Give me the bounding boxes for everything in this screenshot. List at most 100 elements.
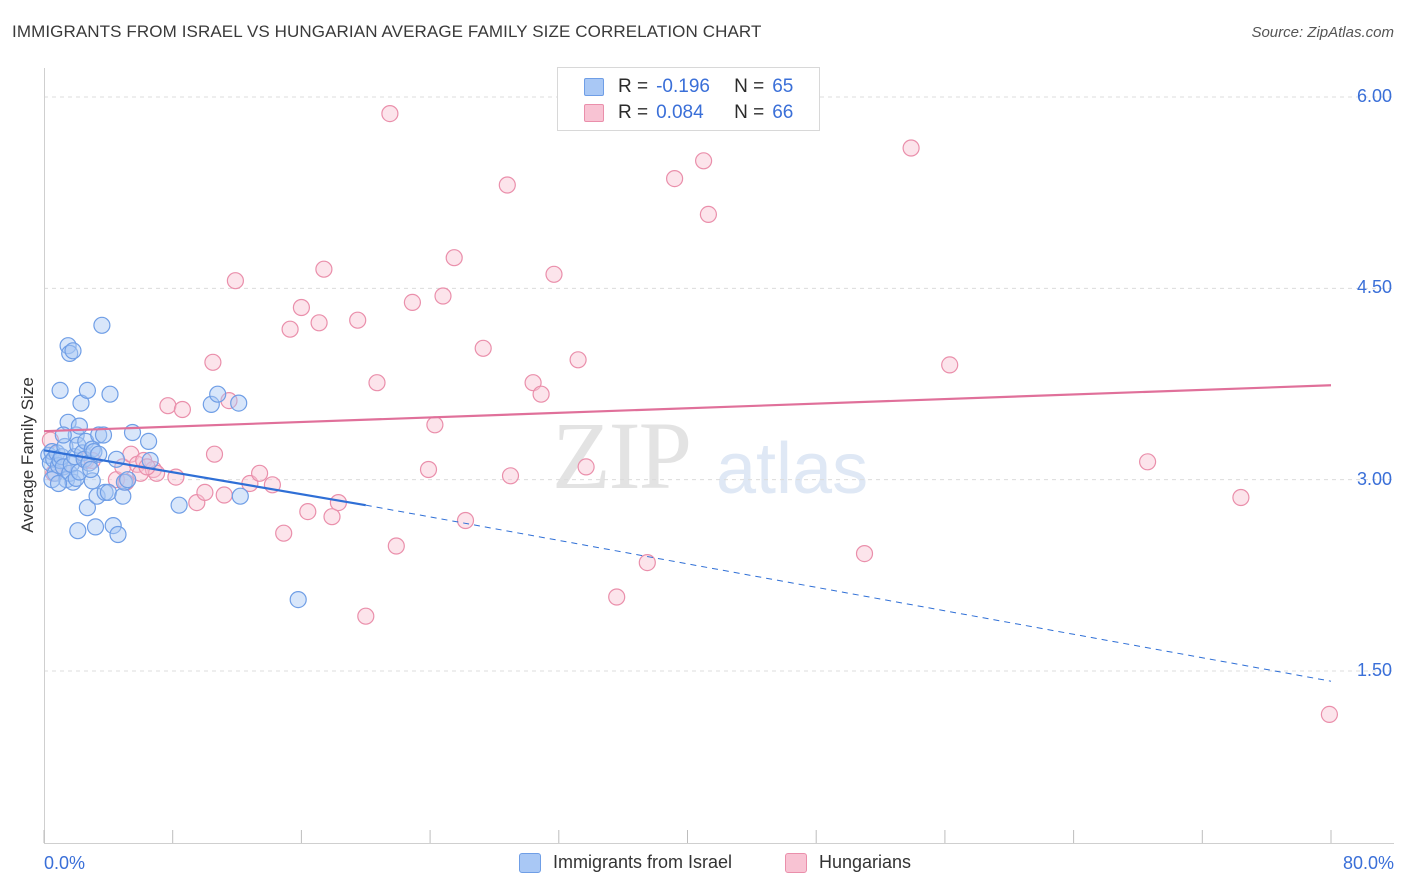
trend-line-hungarians — [43, 384, 1332, 433]
point-hungarians — [196, 483, 214, 501]
legend-row-hungarians: R = 0.084 N = 66 — [584, 101, 793, 125]
point-hungarians — [1320, 705, 1339, 724]
y-axis-label: Average Family Size — [18, 377, 37, 533]
x-tick-label-max: 80.0% — [1342, 853, 1394, 873]
point-hungarians — [569, 351, 587, 369]
y-tick-label: 1.50 — [1356, 660, 1392, 680]
point-israel — [70, 417, 89, 435]
point-hungarians — [1232, 488, 1250, 507]
x-tick-label-min: 0.0% — [44, 853, 86, 873]
legend-r-label: R = — [618, 102, 649, 123]
point-israel — [119, 471, 137, 489]
point-israel — [78, 381, 97, 399]
legend-swatch-israel — [584, 78, 604, 96]
axes — [43, 68, 1394, 844]
point-hungarians — [357, 607, 375, 625]
point-hungarians — [498, 176, 516, 194]
point-hungarians — [215, 486, 233, 504]
bottom-legend-label-hungarians: Hungarians — [819, 852, 912, 872]
point-israel — [107, 450, 126, 468]
point-israel — [88, 487, 106, 505]
point-israel — [99, 483, 118, 501]
point-hungarians — [251, 464, 269, 482]
y-tick-label: 6.00 — [1356, 86, 1392, 106]
legend-row-israel: R = -0.196 N = 65 — [584, 75, 793, 99]
point-israel — [109, 525, 127, 544]
point-israel — [140, 432, 158, 450]
point-israel — [82, 460, 100, 479]
point-israel — [90, 426, 108, 444]
point-hungarians — [434, 287, 452, 305]
point-hungarians — [474, 339, 492, 357]
point-israel — [49, 474, 68, 493]
point-hungarians — [349, 311, 367, 329]
data-points — [40, 104, 1339, 724]
point-hungarians — [855, 544, 874, 563]
correlation-legend: R = -0.196 N = 65 R = 0.084 N = 66 — [557, 67, 820, 131]
watermark-zip: ZIP — [552, 402, 692, 509]
point-hungarians — [532, 385, 550, 403]
point-israel — [104, 516, 122, 535]
bottom-legend-israel[interactable]: Immigrants from Israel — [519, 852, 732, 873]
legend-n-value-israel: 65 — [772, 76, 794, 97]
point-hungarians — [419, 460, 438, 479]
legend-n-value-hungarians: 66 — [772, 102, 794, 123]
bottom-legend-hungarians[interactable]: Hungarians — [785, 852, 911, 873]
point-israel — [230, 394, 248, 412]
point-israel — [202, 395, 220, 413]
point-hungarians — [902, 139, 920, 157]
legend-r-value-israel: -0.196 — [656, 76, 710, 97]
point-israel — [101, 385, 119, 403]
point-israel — [93, 316, 111, 334]
point-hungarians — [275, 524, 293, 542]
point-israel — [64, 342, 82, 360]
point-hungarians — [226, 272, 244, 290]
point-hungarians — [445, 249, 463, 267]
point-hungarians — [577, 458, 595, 476]
point-hungarians — [173, 400, 191, 419]
point-hungarians — [545, 265, 563, 283]
y-tick-label: 4.50 — [1356, 277, 1392, 298]
point-hungarians — [381, 104, 399, 123]
legend-r-label: R = — [618, 76, 649, 97]
point-hungarians — [426, 416, 444, 434]
point-hungarians — [299, 503, 317, 521]
point-hungarians — [665, 170, 684, 188]
trend-lines — [43, 384, 1332, 682]
point-hungarians — [403, 293, 421, 311]
point-hungarians — [941, 356, 959, 374]
point-hungarians — [205, 445, 224, 463]
point-hungarians — [323, 508, 341, 526]
point-hungarians — [292, 298, 310, 317]
point-israel — [51, 381, 69, 399]
legend-n-label: N = — [734, 102, 765, 123]
point-hungarians — [638, 553, 656, 572]
point-hungarians — [501, 467, 520, 485]
point-israel — [289, 590, 307, 609]
point-israel — [141, 451, 159, 470]
point-hungarians — [699, 205, 718, 223]
gridlines — [44, 96, 1394, 672]
point-israel — [209, 385, 227, 403]
y-tick-label: 3.00 — [1356, 468, 1392, 489]
point-israel — [170, 496, 188, 514]
bottom-legend-swatch-hungarians — [785, 852, 807, 873]
point-hungarians — [456, 511, 475, 530]
bottom-legend-swatch-israel — [519, 852, 541, 873]
point-hungarians — [329, 494, 347, 512]
legend-swatch-hungarians — [584, 104, 604, 122]
chart-title: IMMIGRANTS FROM ISRAEL VS HUNGARIAN AVER… — [12, 22, 762, 41]
point-israel — [86, 518, 105, 536]
point-hungarians — [159, 397, 177, 415]
point-hungarians — [694, 152, 713, 170]
point-hungarians — [1138, 453, 1157, 471]
point-hungarians — [310, 314, 328, 332]
point-hungarians — [608, 588, 626, 606]
point-hungarians — [204, 353, 222, 371]
bottom-legend-label-israel: Immigrants from Israel — [553, 852, 733, 872]
point-hungarians — [387, 537, 405, 555]
point-israel — [231, 487, 249, 505]
point-hungarians — [281, 320, 299, 338]
legend-n-label: N = — [734, 76, 765, 97]
